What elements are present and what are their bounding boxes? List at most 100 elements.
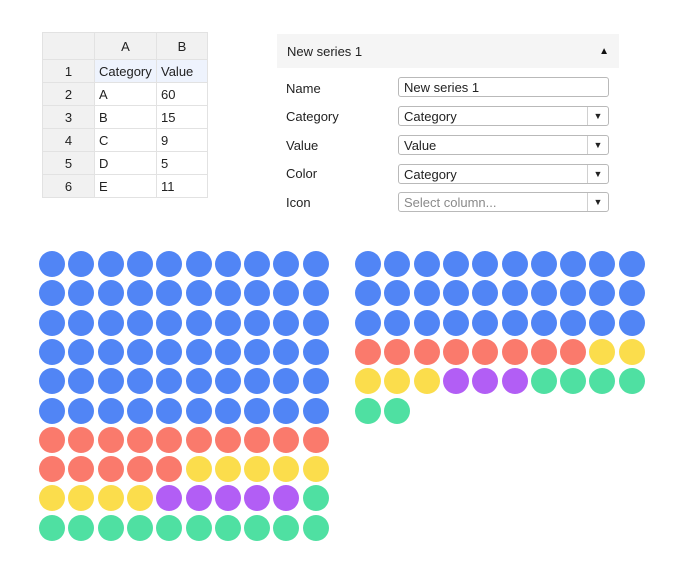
waffle-dot-b [244,427,270,453]
waffle-dot-a [303,368,329,394]
waffle-dot-a [215,310,241,336]
name-input[interactable]: New series 1 [398,77,609,97]
cell[interactable]: D [94,151,157,175]
waffle-dot-a [156,280,182,306]
series-settings-panel: New series 1 ▲ [277,34,619,68]
waffle-dot-e [273,515,299,541]
waffle-dot-c [273,456,299,482]
waffle-dot-a [414,310,440,336]
corner-cell[interactable] [42,32,95,60]
waffle-dot-e [68,515,94,541]
row-header[interactable]: 5 [42,151,95,175]
waffle-dot-b [39,456,65,482]
waffle-dot-a [39,251,65,277]
cell[interactable]: 60 [156,82,208,106]
table-row: 4 C 9 [42,128,208,152]
waffle-dot-a [186,310,212,336]
cell[interactable]: 11 [156,174,208,198]
waffle-dot-a [156,251,182,277]
waffle-dot-a [273,251,299,277]
waffle-dot-b [355,339,381,365]
waffle-dot-a [443,280,469,306]
waffle-dot-b [273,427,299,453]
waffle-dot-a [303,310,329,336]
waffle-dot-a [156,368,182,394]
waffle-dot-a [244,339,270,365]
waffle-dot-b [156,427,182,453]
icon-select[interactable]: Select column... ▼ [398,192,609,212]
category-select[interactable]: Category ▼ [398,106,609,126]
waffle-dot-a [127,398,153,424]
waffle-dot-a [472,251,498,277]
waffle-dot-a [98,398,124,424]
waffle-dot-e [98,515,124,541]
waffle-dot-a [186,339,212,365]
waffle-dot-a [414,251,440,277]
cell[interactable]: A [94,82,157,106]
cell[interactable]: B [94,105,157,129]
icon-label: Icon [286,194,311,210]
column-header-b[interactable]: B [156,32,208,60]
waffle-dot-a [273,398,299,424]
table-row: 2 A 60 [42,82,208,106]
waffle-dot-a [98,339,124,365]
waffle-dot-a [39,368,65,394]
waffle-dot-d [472,368,498,394]
waffle-dot-a [273,339,299,365]
row-header[interactable]: 2 [42,82,95,106]
waffle-dot-b [98,456,124,482]
cell[interactable]: Value [156,59,208,83]
waffle-dot-a [156,339,182,365]
waffle-dot-a [303,280,329,306]
waffle-dot-a [215,251,241,277]
waffle-dot-d [186,485,212,511]
waffle-dot-c [303,456,329,482]
triangle-up-icon[interactable]: ▲ [599,45,609,57]
waffle-dot-a [355,280,381,306]
waffle-dot-d [502,368,528,394]
waffle-dot-a [531,310,557,336]
color-select[interactable]: Category ▼ [398,164,609,184]
table-row: 6 E 11 [42,174,208,198]
waffle-dot-b [156,456,182,482]
waffle-dot-a [589,310,615,336]
row-header[interactable]: 4 [42,128,95,152]
waffle-dot-e [39,515,65,541]
column-header-a[interactable]: A [94,32,157,60]
waffle-chart-right [355,251,645,426]
cell[interactable]: E [94,174,157,198]
chevron-down-icon[interactable]: ▼ [587,193,608,211]
waffle-dot-a [244,310,270,336]
waffle-dot-b [414,339,440,365]
waffle-dot-a [443,310,469,336]
cell[interactable]: C [94,128,157,152]
row-header[interactable]: 1 [42,59,95,83]
waffle-dot-e [303,515,329,541]
cell[interactable]: 15 [156,105,208,129]
value-select[interactable]: Value ▼ [398,135,609,155]
series-panel-header[interactable]: New series 1 ▲ [277,34,619,68]
waffle-dot-a [273,368,299,394]
waffle-dot-a [68,339,94,365]
chevron-down-icon[interactable]: ▼ [587,107,608,125]
waffle-dot-a [414,280,440,306]
waffle-dot-a [619,280,645,306]
row-header[interactable]: 6 [42,174,95,198]
waffle-dot-d [443,368,469,394]
waffle-dot-b [127,456,153,482]
icon-select-placeholder: Select column... [404,194,497,210]
waffle-dot-a [68,280,94,306]
row-header[interactable]: 3 [42,105,95,129]
waffle-dot-d [215,485,241,511]
cell[interactable]: Category [94,59,157,83]
cell[interactable]: 5 [156,151,208,175]
waffle-dot-c [619,339,645,365]
waffle-dot-e [303,485,329,511]
waffle-dot-a [68,398,94,424]
chevron-down-icon[interactable]: ▼ [587,136,608,154]
waffle-dot-b [68,427,94,453]
waffle-dot-a [68,310,94,336]
waffle-dot-b [186,427,212,453]
chevron-down-icon[interactable]: ▼ [587,165,608,183]
cell[interactable]: 9 [156,128,208,152]
